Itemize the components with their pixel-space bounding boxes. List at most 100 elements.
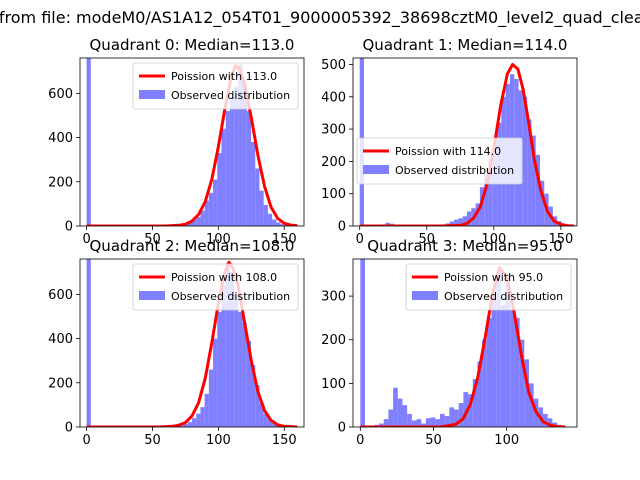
histogram-bar bbox=[213, 179, 218, 226]
legend-hist-swatch bbox=[139, 291, 165, 300]
histogram-bar bbox=[479, 187, 485, 226]
x-tick-label: 0 bbox=[356, 232, 364, 247]
x-tick-label: 100 bbox=[481, 232, 506, 247]
y-tick-label: 500 bbox=[321, 58, 346, 73]
y-tick-label: 200 bbox=[48, 175, 73, 190]
histogram-bar bbox=[528, 383, 534, 427]
legend-box bbox=[132, 62, 299, 110]
x-tick-label: 50 bbox=[425, 433, 442, 448]
y-tick-label: 600 bbox=[48, 87, 73, 102]
histogram-bar bbox=[187, 222, 192, 226]
histogram-bar bbox=[259, 402, 264, 427]
histogram-bar bbox=[439, 413, 445, 427]
histogram-bar bbox=[272, 219, 277, 226]
x-tick-label: 150 bbox=[272, 232, 297, 247]
histogram-bar bbox=[527, 119, 532, 226]
histogram-bar bbox=[463, 392, 469, 427]
histogram-bar bbox=[234, 86, 239, 226]
histogram-bar bbox=[539, 180, 545, 226]
histogram-bar bbox=[213, 338, 218, 427]
histogram-bar bbox=[505, 274, 511, 427]
legend-box bbox=[356, 137, 523, 185]
histogram-bar bbox=[454, 219, 459, 226]
quadrant-3-panel: 0 50 100 0 100 200 300 Poission with 95.0 Observ… bbox=[321, 237, 578, 448]
histogram-bar bbox=[467, 211, 472, 226]
legend: Poission with 95.0 Observed distribution bbox=[405, 263, 572, 311]
histogram-bar bbox=[482, 339, 487, 427]
histogram-bar bbox=[276, 222, 281, 226]
histogram-bar bbox=[500, 304, 506, 427]
histogram-bar bbox=[393, 387, 398, 427]
histogram-bar bbox=[259, 190, 264, 226]
y-tick-label: 300 bbox=[321, 123, 346, 138]
histogram-bar bbox=[251, 142, 256, 226]
histogram-bar bbox=[204, 200, 209, 226]
axes-frame bbox=[352, 258, 578, 428]
legend-hist-swatch bbox=[139, 90, 165, 99]
histogram-bar bbox=[200, 210, 205, 226]
y-tick-label: 400 bbox=[321, 90, 346, 105]
x-tick-label: 100 bbox=[494, 433, 519, 448]
histogram-bar bbox=[519, 339, 525, 427]
histogram-bar bbox=[272, 423, 277, 427]
y-tick-label: 0 bbox=[338, 421, 346, 436]
axes-frame bbox=[79, 258, 305, 428]
histogram-bar bbox=[416, 419, 422, 427]
histogram-bar bbox=[462, 216, 468, 226]
histogram-bar bbox=[425, 418, 431, 427]
histogram-bar bbox=[397, 398, 403, 427]
histogram-bar bbox=[229, 272, 235, 427]
histogram-bar bbox=[280, 224, 285, 226]
histogram-bar bbox=[458, 403, 464, 427]
histogram-bar bbox=[183, 423, 188, 427]
histogram-bar bbox=[472, 379, 478, 427]
histogram-bar bbox=[435, 419, 440, 427]
plot-area bbox=[86, 259, 298, 427]
histogram-bar bbox=[475, 203, 480, 226]
quadrant-title: Quadrant 0: Median=113.0 bbox=[90, 36, 295, 54]
legend-fit-label: Poission with 108.0 bbox=[171, 271, 277, 284]
legend-fit-label: Poission with 114.0 bbox=[395, 145, 501, 158]
histogram-bar bbox=[531, 135, 536, 226]
legend-hist-label: Observed distribution bbox=[171, 290, 290, 303]
histogram-bar bbox=[196, 413, 201, 427]
histogram-bar bbox=[496, 269, 501, 427]
poisson-fit-line bbox=[359, 63, 575, 226]
histogram-bar bbox=[238, 312, 243, 427]
histogram-bar bbox=[200, 407, 205, 427]
histogram-bar bbox=[491, 296, 497, 427]
quadrant-title: Quadrant 3: Median=95.0 bbox=[367, 237, 562, 255]
x-tick-label: 100 bbox=[206, 433, 231, 448]
x-tick-label: 150 bbox=[272, 433, 297, 448]
histogram-bar bbox=[488, 158, 493, 226]
histogram-bar bbox=[449, 407, 455, 427]
legend: Poission with 113.0 Observed distribution bbox=[132, 62, 299, 110]
histogram-bar bbox=[267, 419, 273, 427]
y-tick-label: 100 bbox=[321, 377, 346, 392]
y-tick-label: 400 bbox=[48, 131, 73, 146]
y-tick-label: 200 bbox=[321, 155, 346, 170]
y-tick-label: 200 bbox=[321, 333, 346, 348]
histogram-bar bbox=[196, 217, 201, 226]
histogram-bar bbox=[86, 259, 91, 427]
axes-frame bbox=[352, 57, 578, 227]
x-tick-label: 50 bbox=[418, 232, 435, 247]
histogram-bar bbox=[360, 259, 366, 427]
histogram-bar bbox=[217, 153, 222, 226]
quadrant-1-panel: 0 50 100 150 0 100 200 300 400 500 Poission with 1… bbox=[321, 36, 578, 247]
legend-fit-label: Poission with 95.0 bbox=[444, 271, 543, 284]
histogram-bar bbox=[430, 417, 436, 427]
histogram-bar bbox=[524, 359, 529, 427]
y-tick-label: 400 bbox=[48, 332, 73, 347]
histogram-bar bbox=[251, 365, 256, 427]
histogram-bar bbox=[242, 84, 247, 226]
histogram-bar bbox=[263, 205, 268, 226]
histogram-bar bbox=[255, 385, 260, 427]
figure-title: Data from file: modeM0/AS1A12_054T01_900… bbox=[0, 8, 640, 27]
histogram-bar bbox=[385, 222, 390, 226]
x-tick-label: 0 bbox=[82, 232, 90, 247]
histogram-bar bbox=[217, 312, 222, 427]
histogram-bar bbox=[379, 423, 384, 427]
legend-hist-label: Observed distribution bbox=[395, 164, 514, 177]
